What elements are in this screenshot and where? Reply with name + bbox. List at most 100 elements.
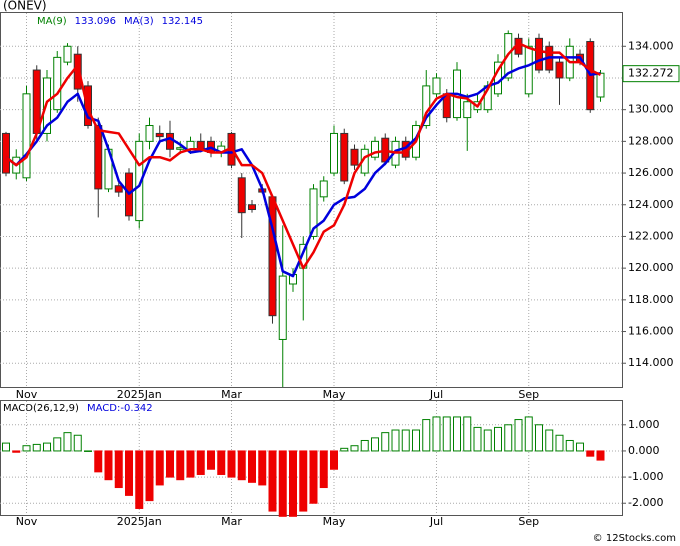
bar: [494, 426, 502, 452]
bar: [207, 450, 215, 470]
y-tick-label: 122.000: [628, 229, 674, 242]
y-tick-label: 126.000: [628, 166, 674, 179]
x-tick-label: May: [323, 515, 346, 528]
candle-body: [166, 132, 174, 150]
candle-body: [278, 275, 287, 340]
y-tick-label: 128.000: [628, 134, 674, 147]
bar: [258, 450, 267, 486]
bar: [84, 450, 92, 452]
bar: [196, 450, 205, 475]
bar: [586, 450, 595, 457]
bar: [248, 450, 256, 483]
x-tick-label: Mar: [221, 388, 242, 401]
bar: [32, 443, 41, 452]
x-tick-label: Jul: [429, 388, 443, 401]
bar: [278, 450, 287, 517]
price-panel: [0, 12, 623, 388]
candle-body: [463, 101, 472, 119]
y-tick-label: 130.000: [628, 103, 674, 116]
candle-body: [555, 61, 564, 79]
bar: [596, 450, 605, 461]
bar: [319, 450, 328, 489]
bar: [12, 450, 21, 453]
bar: [504, 424, 513, 452]
y-tick-label: 114.000: [628, 356, 674, 369]
bar: [135, 450, 144, 509]
bar: [453, 416, 461, 452]
x-tick-label: Jul: [429, 515, 443, 528]
bar: [22, 445, 31, 452]
y-tick-label: -1.000: [628, 470, 663, 483]
legend-label: MA(9): [37, 16, 67, 27]
ma-line: [5, 56, 601, 278]
bar: [268, 450, 277, 512]
bar: [340, 447, 349, 452]
bar: [125, 450, 133, 496]
bar: [309, 450, 318, 504]
x-tick-label: Mar: [221, 515, 242, 528]
candle-body: [53, 56, 62, 111]
last-price-label: 132.272: [628, 67, 674, 80]
bar: [422, 419, 431, 452]
bar: [114, 450, 123, 489]
x-tick-label: Nov: [16, 388, 38, 401]
y-tick-label: 120.000: [628, 261, 674, 274]
bar: [576, 442, 584, 452]
candle-body: [2, 132, 10, 174]
bar: [555, 434, 564, 452]
bar: [545, 429, 554, 452]
x-tick-label: Sep: [518, 515, 539, 528]
chart-title: (ONEV): [3, 0, 47, 13]
y-tick-label: 116.000: [628, 325, 674, 338]
bar: [350, 445, 359, 452]
bar: [145, 450, 154, 502]
candle-body: [350, 148, 359, 166]
bar: [371, 437, 379, 452]
macd-title: MACD(26,12,9): [3, 403, 79, 414]
y-tick-label: 134.000: [628, 39, 674, 52]
candle-body: [155, 132, 164, 138]
bar: [463, 416, 472, 452]
bar: [299, 450, 308, 512]
y-tick-label: 1.000: [628, 418, 660, 431]
candle-body: [340, 132, 349, 182]
x-tick-label: Nov: [16, 515, 38, 528]
bar: [289, 450, 297, 517]
candle-body: [319, 180, 328, 198]
bar: [381, 432, 390, 452]
y-tick-label: -2.000: [628, 496, 663, 509]
ma-line: [5, 41, 602, 270]
candle-body: [596, 72, 605, 98]
bar: [412, 429, 420, 452]
candle-body: [63, 45, 72, 63]
bar: [53, 437, 62, 452]
bar: [442, 416, 451, 452]
macd-panel: [0, 400, 623, 516]
macd-legend: MACD:-0.342: [87, 403, 153, 414]
bar: [186, 450, 195, 478]
candle-body: [22, 93, 31, 179]
candle-body: [237, 177, 246, 214]
x-tick-label: Sep: [518, 388, 539, 401]
candle-body: [432, 77, 441, 95]
x-tick-label: 2025Jan: [117, 388, 162, 401]
footer: © 12Stocks.com: [593, 533, 676, 544]
bar: [94, 450, 103, 473]
bar: [330, 450, 338, 470]
legend-label: MA(3): [124, 16, 154, 27]
bar: [565, 439, 574, 452]
bar: [524, 416, 533, 452]
y-tick-label: 118.000: [628, 293, 674, 306]
candle-body: [145, 125, 154, 142]
bar: [104, 450, 113, 481]
bar: [63, 432, 72, 452]
legend-value: 132.145: [162, 16, 203, 27]
bar: [73, 434, 82, 452]
candle-body: [330, 132, 338, 174]
legend-value: 133.096: [75, 16, 116, 27]
bar: [43, 442, 51, 452]
bar: [217, 450, 226, 475]
bar: [166, 450, 174, 478]
